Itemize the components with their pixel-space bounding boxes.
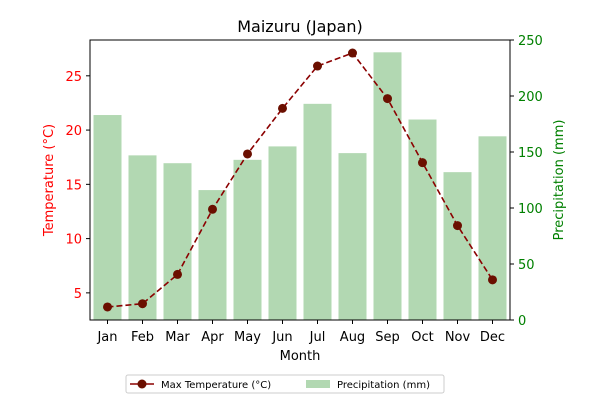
y-left-tick-label: 25 <box>65 70 82 85</box>
legend-temperature-label: Max Temperature (°C) <box>161 380 271 391</box>
y-right-tick-label: 200 <box>518 90 543 105</box>
x-axis-ticks: Jan Feb Mar Apr May Jun Jul Aug Sep Oct Nov Dec <box>96 320 505 345</box>
temperature-point-jul <box>313 61 322 71</box>
x-tick-label: Jan <box>96 330 117 345</box>
y-left-axis-label: Temperature (°C) <box>42 124 57 237</box>
x-tick-label: Dec <box>480 330 505 345</box>
temperature-point-jun <box>278 103 287 113</box>
y-right-tick-label: 0 <box>518 314 526 329</box>
precip-bar-oct <box>408 119 437 321</box>
plot-frame <box>89 39 511 321</box>
x-tick-label: Jun <box>271 330 292 345</box>
legend-precipitation-label: Precipitation (mm) <box>337 380 430 391</box>
precip-bar-jan <box>93 115 122 320</box>
temperature-point-dec <box>488 275 497 285</box>
y-left-tick-label: 10 <box>65 233 82 248</box>
temperature-point-mar <box>173 269 182 279</box>
precip-bar-jun <box>268 146 297 320</box>
y-left-axis-ticks: 5 10 15 20 25 <box>65 70 90 302</box>
legend-temperature-marker <box>137 379 147 389</box>
temperature-line <box>107 52 494 308</box>
y-left-tick-label: 20 <box>65 124 82 139</box>
y-right-tick-label: 150 <box>518 146 543 161</box>
x-tick-label: Oct <box>411 330 433 345</box>
y-right-axis-ticks: 0 50 100 150 200 250 <box>510 34 543 329</box>
y-right-tick-label: 50 <box>518 258 535 273</box>
y-right-tick-label: 100 <box>518 202 543 217</box>
temperature-point-sep <box>383 94 392 104</box>
precip-bar-jul <box>303 103 332 320</box>
x-tick-label: May <box>234 330 261 345</box>
precip-bar-feb <box>128 155 157 320</box>
line-layer <box>103 48 497 312</box>
temperature-point-oct <box>418 158 427 168</box>
temperature-point-apr <box>208 204 217 214</box>
x-tick-label: Sep <box>375 330 400 345</box>
temperature-point-aug <box>348 48 357 58</box>
x-tick-label: Feb <box>131 330 154 345</box>
temperature-point-may <box>243 149 252 159</box>
x-tick-label: Nov <box>445 330 471 345</box>
x-axis-label: Month <box>280 349 321 364</box>
y-left-tick-label: 5 <box>74 287 82 302</box>
x-tick-label: Aug <box>340 330 365 345</box>
legend-box <box>125 374 445 394</box>
x-tick-label: Jul <box>309 330 326 345</box>
x-tick-label: Apr <box>201 330 224 345</box>
bars-layer <box>93 52 507 321</box>
precip-bar-nov <box>443 172 472 320</box>
y-right-tick-label: 250 <box>518 34 543 49</box>
precip-bar-may <box>233 159 262 320</box>
precip-bar-dec <box>478 136 507 320</box>
y-right-axis-label: Precipitation (mm) <box>552 120 567 241</box>
x-tick-label: Mar <box>165 330 190 345</box>
temperature-point-jan <box>103 302 112 312</box>
precip-bar-aug <box>338 153 367 320</box>
chart-title: Maizuru (Japan) <box>237 17 363 36</box>
legend: Max Temperature (°C) Precipitation (mm) <box>125 374 445 394</box>
temperature-point-nov <box>453 221 462 231</box>
y-left-tick-label: 15 <box>65 178 82 193</box>
legend-precipitation-swatch <box>306 380 330 388</box>
temperature-point-feb <box>138 299 147 309</box>
precip-bar-sep <box>373 52 402 320</box>
precip-bar-mar <box>163 163 192 320</box>
